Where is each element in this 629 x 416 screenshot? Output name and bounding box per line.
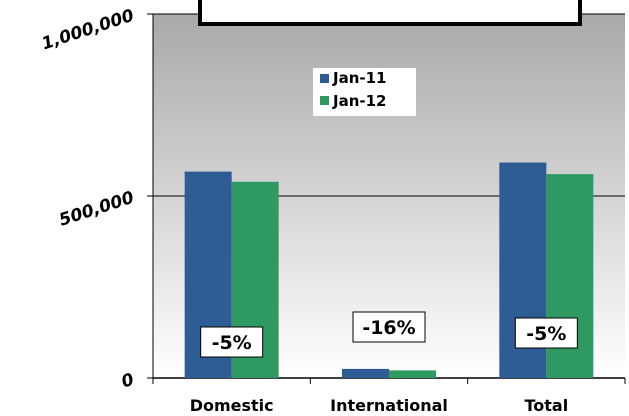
bar-jan-12-international — [389, 370, 436, 378]
y-tick-label: 1,000,000 — [39, 6, 136, 55]
change-label-total: -5% — [514, 317, 578, 349]
x-tick-label: Domestic — [190, 396, 274, 415]
legend: Jan-11 Jan-12 — [313, 68, 416, 116]
change-label-box — [352, 311, 426, 343]
change-label-international: -16% — [352, 311, 426, 343]
change-label-text: -5% — [212, 332, 252, 354]
legend-box — [313, 68, 416, 116]
change-label-text: -16% — [362, 317, 415, 339]
category-labels: Domestic International Total — [190, 396, 568, 415]
title-box — [198, 0, 582, 26]
change-label-box — [514, 317, 578, 349]
y-tick-label: 500,000 — [57, 188, 137, 231]
legend-swatch-jan-11 — [320, 74, 329, 83]
legend-label-jan-11: Jan-11 — [332, 69, 386, 87]
change-label-domestic: -5% — [200, 326, 264, 358]
change-labels: -5% -16% -5% — [200, 311, 578, 358]
change-label-text: -5% — [526, 323, 566, 345]
y-tick-label: 0 — [119, 370, 137, 393]
bar-jan-11-international — [342, 368, 389, 378]
x-tick-label: Total — [524, 396, 568, 415]
x-tick-label: International — [330, 396, 448, 415]
legend-swatch-jan-12 — [320, 96, 329, 105]
change-label-box — [200, 326, 264, 358]
y-tick-labels: 0 500,000 1,000,000 — [39, 6, 136, 393]
legend-label-jan-12: Jan-12 — [332, 92, 386, 110]
